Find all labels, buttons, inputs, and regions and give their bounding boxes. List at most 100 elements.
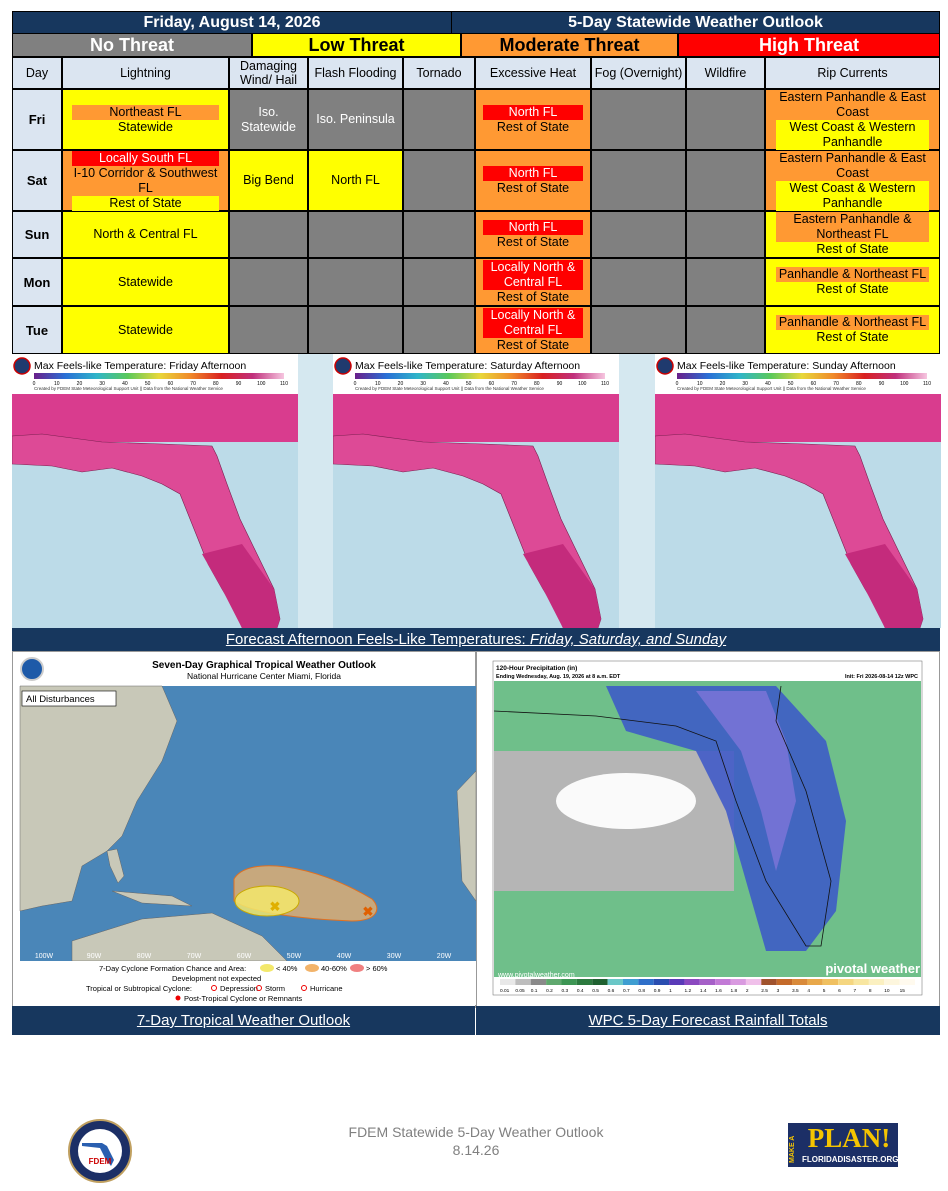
threat-cell — [591, 150, 686, 211]
threat-area: Locally North & Central FL — [483, 259, 583, 290]
threat-area: Statewide — [72, 119, 219, 135]
rain-scale-label: 3 — [777, 988, 780, 994]
rain-scale-label: 10 — [884, 988, 890, 994]
longitude-label: 50W — [287, 953, 302, 960]
threat-cell — [686, 150, 765, 211]
rain-scale-swatch — [607, 979, 623, 985]
day-cell: Sun — [12, 211, 62, 258]
scale-tick-label: 100 — [900, 381, 909, 387]
north-land — [655, 394, 941, 442]
scale-tick-label: 90 — [236, 381, 242, 387]
scale-tick-label: 80 — [213, 381, 219, 387]
rain-scale-label: 0.2 — [546, 988, 553, 994]
cuba — [111, 890, 193, 907]
scale-tick-label: 0 — [354, 381, 357, 387]
badge: All Disturbances — [26, 694, 95, 705]
threat-area: Rest of State — [775, 282, 930, 297]
column-header: Wildfire — [686, 57, 765, 89]
noaa-logo — [20, 657, 44, 681]
column-header: Day — [12, 57, 62, 89]
chance-swatch — [305, 964, 319, 972]
threat-cell — [308, 211, 403, 258]
threat-legend: Low Threat — [252, 33, 461, 57]
coast — [493, 685, 832, 947]
post-label: Post-Tropical Cyclone or Remnants — [184, 994, 302, 1003]
rain-scale-swatch — [792, 979, 808, 985]
threat-area: Eastern Panhandle & Northeast FL — [775, 212, 930, 242]
footer-line1: FDEM Statewide 5-Day Weather Outlook — [348, 1124, 604, 1140]
threat-cell: Panhandle & Northeast FL Rest of State — [765, 258, 940, 306]
color-scale — [34, 373, 284, 379]
rain-scale-label: 1.6 — [715, 988, 722, 994]
rain-scale-label: 0.5 — [592, 988, 599, 994]
header-date: Friday, August 14, 2026 — [12, 11, 452, 34]
threat-area: Big Bend — [235, 173, 302, 188]
column-header: Tornado — [403, 57, 475, 89]
rain-scale-label: 0.01 — [500, 988, 510, 994]
rain-scale-swatch — [653, 979, 670, 985]
threat-cell: Iso. Statewide — [229, 89, 308, 150]
threat-area: Rest of State — [72, 195, 219, 211]
threat-cell — [403, 306, 475, 354]
feels-like-map: Max Feels-like Temperature: Sunday After… — [655, 354, 941, 628]
scale-tick-label: 50 — [145, 381, 151, 387]
threat-cell: Statewide — [62, 258, 229, 306]
chance-label: > 60% — [366, 964, 388, 973]
rain-scale-label: 15 — [900, 988, 906, 994]
threat-area: Iso. Statewide — [235, 104, 302, 135]
threat-cell: Locally North & Central FL Rest of State — [475, 306, 591, 354]
threat-area: Eastern Panhandle & East Coast — [775, 150, 930, 181]
day-cell: Mon — [12, 258, 62, 306]
caption-text: Forecast Afternoon Feels-Like Temperatur… — [225, 631, 530, 648]
column-header: Flash Flooding — [308, 57, 403, 89]
map-credit: Created by FDEM State Meteorological Sup… — [355, 386, 544, 391]
rain-scale-label: 0.8 — [638, 988, 645, 994]
threat-area: North FL — [315, 173, 396, 188]
threat-cell: North FL Rest of State — [475, 211, 591, 258]
threat-cell: Locally South FL I-10 Corridor & Southwes… — [62, 150, 229, 211]
fdem-logo — [656, 357, 674, 375]
rain-scale-swatch — [776, 979, 793, 985]
scale-tick-label: 70 — [511, 381, 517, 387]
scale-tick-label: 40 — [443, 381, 449, 387]
scale-tick-label: 0 — [33, 381, 36, 387]
rain-scale-swatch — [699, 979, 716, 985]
rain-scale-label: 1.8 — [731, 988, 738, 994]
maps-caption: Forecast Afternoon Feels-Like Temperatur… — [12, 628, 940, 651]
plan-word: PLAN! — [807, 1123, 891, 1153]
threat-cell — [308, 306, 403, 354]
scale-tick-label: 100 — [578, 381, 587, 387]
scale-tick-label: 80 — [856, 381, 862, 387]
threat-area: Statewide — [72, 322, 219, 338]
rain-scale-swatch — [884, 979, 900, 985]
threat-cell — [308, 258, 403, 306]
north-land — [333, 394, 619, 442]
badge-box — [21, 690, 117, 707]
threat-cell: North FL Rest of State — [475, 150, 591, 211]
threat-area: Northeast FL — [72, 104, 219, 120]
rain-scale-label: 6 — [838, 988, 841, 994]
feels-like-map: Max Feels-like Temperature: Friday After… — [12, 354, 298, 628]
threat-cell — [591, 211, 686, 258]
rain-scale-swatch — [515, 979, 531, 985]
threat-area: North FL — [483, 165, 583, 181]
fdem-logo — [13, 357, 31, 375]
rain-scale-swatch — [684, 979, 700, 985]
footer-line2: 8.14.26 — [452, 1142, 500, 1158]
rain-scale-label: 7 — [854, 988, 857, 994]
x-mark: ✖ — [363, 904, 374, 919]
column-header: Rip Currents — [765, 57, 940, 89]
cyclone-label: Depression — [220, 984, 258, 993]
rain-scale-swatch — [715, 979, 731, 985]
caption-days: Friday, Saturday, and Sunday — [529, 631, 727, 648]
threat-legend: No Threat — [12, 33, 252, 57]
threat-area: West Coast & Western Panhandle — [775, 119, 930, 150]
rainfall-map: 120-Hour Precipitation (in) Ending Wednes… — [492, 660, 923, 996]
threat-area: West Coast & Western Panhandle — [775, 180, 930, 211]
florida-south — [202, 544, 280, 628]
threat-cell: North & Central FL — [62, 211, 229, 258]
map-credit: Created by FDEM State Meteorological Sup… — [34, 386, 223, 391]
tropical-caption: 7-Day Tropical Weather Outlook — [12, 1006, 475, 1035]
column-header: Fog (Overnight) — [591, 57, 686, 89]
day-cell: Tue — [12, 306, 62, 354]
